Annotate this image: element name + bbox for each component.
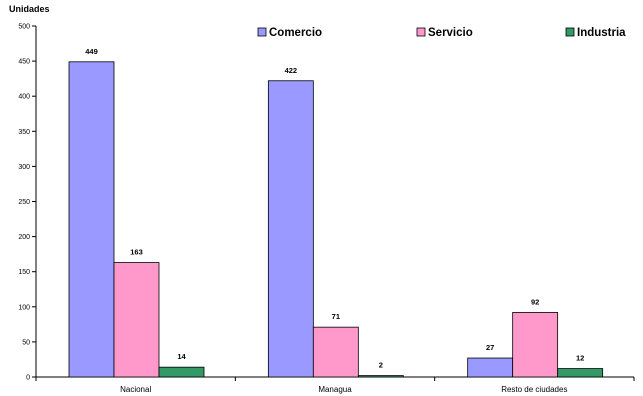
data-label: 163 xyxy=(130,248,143,257)
bar-industria-2 xyxy=(557,368,604,378)
bar-servicio-1 xyxy=(312,326,359,378)
data-label: 2 xyxy=(379,361,383,370)
y-axis-title: Unidades xyxy=(9,4,50,14)
legend-label-comercio: Comercio xyxy=(269,27,322,39)
x-tick-label: Managua xyxy=(318,385,352,394)
y-tick-label: 50 xyxy=(22,339,30,346)
y-tick-label: 500 xyxy=(18,24,30,31)
y-tick-label: 100 xyxy=(18,304,30,311)
y-tick-label: 300 xyxy=(18,164,30,171)
legend-swatch-servicio xyxy=(416,27,426,37)
bar-industria-1 xyxy=(357,375,404,378)
bar-servicio-0 xyxy=(113,262,160,378)
bar-comercio-1 xyxy=(267,80,314,378)
data-label: 12 xyxy=(576,354,584,363)
legend-swatch-comercio xyxy=(257,27,267,37)
data-label: 14 xyxy=(177,352,186,361)
y-tick-label: 450 xyxy=(18,59,30,66)
x-tick-label: Resto de ciudades xyxy=(501,385,567,394)
legend-label-industria: Industria xyxy=(577,27,626,39)
y-tick-label: 350 xyxy=(18,129,30,136)
bar-industria-0 xyxy=(158,366,205,378)
bar-servicio-2 xyxy=(512,312,559,378)
data-label: 27 xyxy=(486,343,494,352)
y-tick-label: 400 xyxy=(18,94,30,101)
legend-swatch-industria xyxy=(565,27,575,37)
legend-label-servicio: Servicio xyxy=(428,27,473,39)
plot-area: 0 50 100 150 200 250 300 350 400 450 500 Nacional Ma… xyxy=(18,24,635,394)
data-label: 422 xyxy=(285,66,298,75)
x-tick-label: Nacional xyxy=(120,385,151,394)
y-tick-label: 150 xyxy=(18,269,30,276)
legend: Comercio Servicio Industria xyxy=(257,27,626,39)
data-label: 92 xyxy=(531,297,539,306)
data-label: 449 xyxy=(85,47,98,56)
data-label: 71 xyxy=(332,312,340,321)
y-tick-label: 200 xyxy=(18,234,30,241)
bar-comercio-2 xyxy=(467,357,514,378)
bar-comercio-0 xyxy=(68,61,115,378)
y-tick-label: 250 xyxy=(18,199,30,206)
y-tick-label: 0 xyxy=(26,375,30,382)
